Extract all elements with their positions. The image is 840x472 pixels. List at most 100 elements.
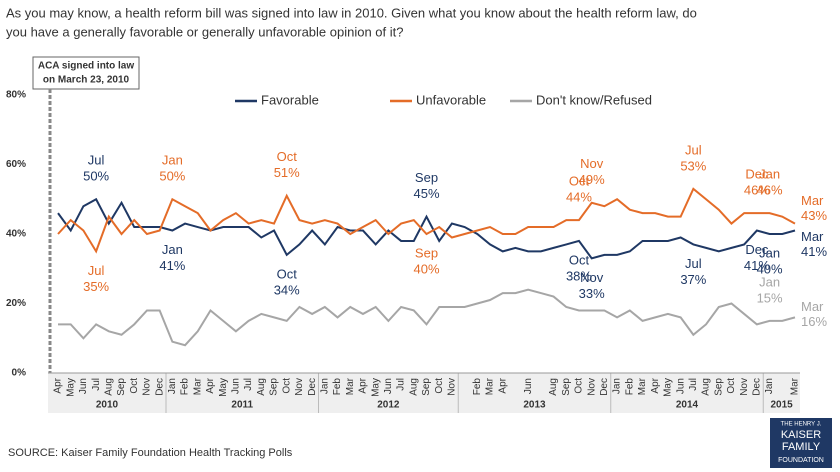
y-tick-label: 40%: [6, 229, 26, 240]
x-tick-label: Jul: [396, 378, 407, 391]
data-label: 49%: [579, 172, 605, 187]
chart-title: you have a generally favorable or genera…: [6, 24, 403, 39]
x-tick-label: Dec: [307, 378, 318, 396]
x-tick-label: Aug: [701, 378, 712, 396]
data-label: 44%: [566, 190, 592, 205]
x-tick-label: Jan: [319, 378, 330, 394]
data-label: 50%: [159, 169, 185, 184]
x-tick-label: Aug: [408, 378, 419, 396]
data-label: 40%: [757, 261, 783, 276]
x-tick-label: Sep: [421, 378, 432, 396]
data-label: 34%: [274, 282, 300, 297]
x-group-label: 2011: [231, 400, 253, 411]
x-tick-label: Apr: [650, 377, 661, 393]
data-label-category: Jul: [88, 153, 105, 168]
data-label: 35%: [83, 279, 109, 294]
x-tick-label: May: [370, 378, 381, 397]
x-group-label: 2012: [377, 400, 400, 411]
x-tick-label: Nov: [739, 378, 750, 396]
data-label-category: Jan: [162, 242, 183, 257]
series-line: [57, 197, 796, 260]
data-label: 51%: [274, 165, 300, 180]
data-label-category: Nov: [580, 156, 604, 171]
x-tick-label: Aug: [548, 378, 559, 396]
data-label: 46%: [744, 183, 770, 198]
y-tick-label: 20%: [6, 298, 26, 309]
data-label: 38%: [566, 268, 592, 283]
data-label-category: Mar: [801, 229, 824, 244]
data-label-category: Mar: [801, 193, 824, 208]
series-line: [58, 288, 796, 347]
x-tick-label: Mar: [790, 377, 801, 395]
x-tick-label: Dec: [599, 378, 610, 396]
x-tick-label: Feb: [332, 378, 343, 396]
data-label: 46%: [757, 183, 783, 198]
x-tick-label: Sep: [116, 378, 127, 396]
data-label: 50%: [83, 169, 109, 184]
logo-text: THE HENRY J.: [781, 422, 822, 428]
source: SOURCE: Kaiser Family Foundation Health …: [8, 447, 293, 459]
x-tick-label: Nov: [294, 378, 305, 396]
data-label: 15%: [757, 290, 783, 305]
x-tick-label: Oct: [281, 378, 292, 394]
x-group-label: 2010: [96, 400, 119, 411]
x-tick-label: Nov: [142, 378, 153, 396]
x-tick-label: Mar: [345, 377, 356, 395]
data-label: 41%: [159, 258, 185, 273]
x-tick-label: Jan: [764, 378, 775, 394]
data-label: 41%: [801, 244, 827, 259]
x-tick-label: Jun: [231, 378, 242, 394]
data-label-category: Jan: [759, 245, 780, 260]
x-tick-label: Feb: [472, 378, 483, 396]
y-tick-label: 60%: [6, 159, 26, 170]
x-tick-label: Nov: [586, 378, 597, 396]
x-tick-label: Dec: [752, 378, 763, 396]
x-group-label: 2015: [770, 400, 793, 411]
y-tick-label: 80%: [6, 90, 26, 101]
x-tick-label: Jul: [688, 378, 699, 391]
x-tick-label: Apr: [205, 377, 216, 393]
x-tick-label: Sep: [561, 378, 572, 396]
x-tick-label: Jun: [78, 378, 89, 394]
data-label-category: Dec: [745, 242, 769, 257]
data-label-category: Oct: [277, 266, 298, 281]
x-tick-label: Jun: [383, 378, 394, 394]
data-label-category: Dec: [745, 167, 769, 182]
x-tick-label: Apr: [497, 377, 508, 393]
x-tick-label: Dec: [154, 378, 165, 396]
x-tick-label: Oct: [129, 378, 140, 394]
data-label-category: Jul: [685, 142, 702, 157]
x-tick-label: Oct: [434, 378, 445, 394]
x-tick-label: Sep: [713, 378, 724, 396]
x-tick-label: Mar: [637, 377, 648, 395]
data-label-category: Jul: [685, 256, 702, 271]
data-label: 41%: [744, 258, 770, 273]
annotation-box: [32, 56, 140, 90]
x-group-strip: [48, 373, 800, 413]
x-tick-label: Apr: [53, 377, 64, 393]
x-tick-label: Aug: [103, 378, 114, 396]
data-label: 37%: [680, 272, 706, 287]
legend-label: Favorable: [261, 92, 319, 107]
data-label-category: Sep: [415, 245, 438, 260]
annotation: ACA signed into law: [38, 61, 135, 72]
x-tick-label: Nov: [447, 378, 458, 396]
x-tick-label: Jul: [243, 378, 254, 391]
data-label-category: Jul: [88, 263, 105, 278]
x-tick-label: Oct: [726, 378, 737, 394]
data-label-category: Oct: [569, 252, 590, 267]
y-tick-label: 0%: [12, 368, 27, 379]
data-label-category: Jan: [759, 274, 780, 289]
data-label-category: Nov: [580, 270, 604, 285]
x-tick-label: Jul: [91, 378, 102, 391]
logo-text: FAMILY: [782, 441, 821, 453]
data-label: 43%: [801, 208, 827, 223]
x-tick-label: Aug: [256, 378, 267, 396]
x-tick-label: Feb: [180, 378, 191, 396]
x-tick-label: Apr: [358, 377, 369, 393]
x-tick-label: Jan: [167, 378, 178, 394]
x-tick-label: May: [65, 378, 76, 397]
x-tick-label: May: [663, 378, 674, 397]
series-line: [57, 187, 796, 254]
